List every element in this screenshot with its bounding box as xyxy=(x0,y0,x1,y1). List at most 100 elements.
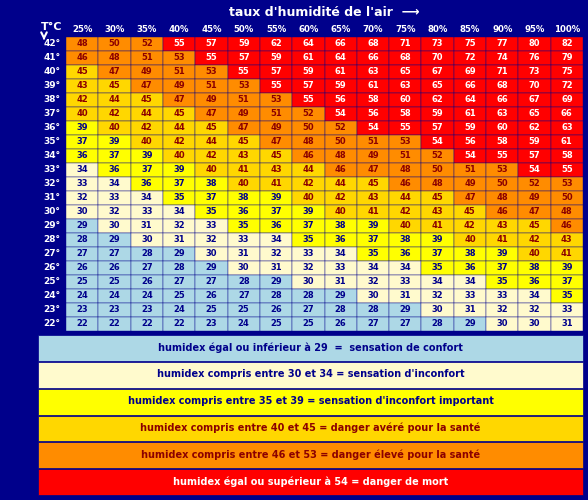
Bar xyxy=(519,51,551,65)
Bar xyxy=(422,233,454,247)
Bar xyxy=(325,135,357,149)
Bar xyxy=(422,135,454,149)
Text: 40: 40 xyxy=(335,208,346,216)
Bar xyxy=(357,205,389,219)
Text: 24: 24 xyxy=(141,292,153,300)
Bar xyxy=(195,149,228,163)
Bar xyxy=(292,205,325,219)
Bar xyxy=(389,233,422,247)
Text: 65%: 65% xyxy=(330,24,351,34)
Text: 46: 46 xyxy=(399,180,411,188)
Bar xyxy=(325,247,357,261)
Text: 39: 39 xyxy=(173,166,185,174)
Bar xyxy=(66,93,98,107)
Bar xyxy=(486,219,519,233)
Text: 44: 44 xyxy=(141,110,153,118)
Text: 51: 51 xyxy=(399,152,411,160)
Bar xyxy=(163,233,195,247)
Text: 50: 50 xyxy=(335,138,346,146)
Text: 51: 51 xyxy=(464,166,476,174)
Text: 80%: 80% xyxy=(427,24,448,34)
Text: 71: 71 xyxy=(399,40,411,48)
Text: 33: 33 xyxy=(141,208,152,216)
Text: 28: 28 xyxy=(367,306,379,314)
Bar xyxy=(454,303,486,317)
Bar xyxy=(389,135,422,149)
Text: 73: 73 xyxy=(432,40,443,48)
Bar xyxy=(292,107,325,121)
Bar xyxy=(422,37,454,51)
Text: 28: 28 xyxy=(173,264,185,272)
Bar xyxy=(292,149,325,163)
Text: 23°: 23° xyxy=(44,306,61,314)
Text: 51: 51 xyxy=(238,96,249,104)
Text: 41: 41 xyxy=(432,222,443,230)
Text: 35: 35 xyxy=(303,236,314,244)
Text: 36: 36 xyxy=(141,180,153,188)
Bar xyxy=(260,177,292,191)
Bar xyxy=(551,205,583,219)
Text: 48: 48 xyxy=(399,166,411,174)
Bar xyxy=(551,135,583,149)
Bar xyxy=(228,121,260,135)
Bar xyxy=(66,275,98,289)
Text: 58: 58 xyxy=(367,96,379,104)
Bar xyxy=(422,303,454,317)
Text: 28: 28 xyxy=(76,236,88,244)
Bar xyxy=(486,51,519,65)
Bar xyxy=(163,275,195,289)
Bar xyxy=(66,233,98,247)
Text: 46: 46 xyxy=(561,222,573,230)
Bar xyxy=(260,37,292,51)
Bar xyxy=(66,135,98,149)
Bar xyxy=(131,135,163,149)
Bar xyxy=(66,37,98,51)
Text: 30: 30 xyxy=(529,320,540,328)
Bar xyxy=(131,149,163,163)
Text: 24: 24 xyxy=(238,320,249,328)
Bar xyxy=(357,247,389,261)
Text: 40: 40 xyxy=(529,250,540,258)
Bar xyxy=(98,303,131,317)
Bar xyxy=(98,317,131,331)
Text: 26: 26 xyxy=(109,264,121,272)
Bar xyxy=(422,163,454,177)
Text: 39: 39 xyxy=(561,264,573,272)
Bar xyxy=(98,149,131,163)
Bar xyxy=(454,149,486,163)
Text: 71: 71 xyxy=(496,68,508,76)
Text: 38: 38 xyxy=(238,194,249,202)
Bar xyxy=(163,79,195,93)
Bar xyxy=(163,191,195,205)
Bar xyxy=(66,177,98,191)
Bar xyxy=(519,65,551,79)
Bar xyxy=(38,335,583,361)
Bar xyxy=(98,107,131,121)
Bar xyxy=(195,177,228,191)
Bar xyxy=(228,303,260,317)
Text: 40: 40 xyxy=(109,124,121,132)
Text: humidex compris entre 40 et 45 = danger avéré pour la santé: humidex compris entre 40 et 45 = danger … xyxy=(141,422,480,433)
Text: 24: 24 xyxy=(109,292,121,300)
Text: 50%: 50% xyxy=(233,24,254,34)
Text: 29°: 29° xyxy=(44,222,61,230)
Text: 35: 35 xyxy=(238,222,249,230)
Bar xyxy=(260,135,292,149)
Bar xyxy=(519,233,551,247)
Text: 33: 33 xyxy=(399,278,411,286)
Text: 28: 28 xyxy=(303,292,314,300)
Bar xyxy=(131,51,163,65)
Bar xyxy=(389,107,422,121)
Text: 40: 40 xyxy=(206,166,217,174)
Bar xyxy=(422,149,454,163)
Text: 32: 32 xyxy=(367,278,379,286)
Text: 25: 25 xyxy=(302,320,314,328)
Text: 40: 40 xyxy=(173,152,185,160)
Text: 27: 27 xyxy=(238,292,249,300)
Text: 35: 35 xyxy=(432,264,443,272)
Text: 34: 34 xyxy=(335,250,346,258)
Bar xyxy=(66,261,98,275)
Bar xyxy=(163,261,195,275)
Bar xyxy=(486,107,519,121)
Text: 45: 45 xyxy=(367,180,379,188)
